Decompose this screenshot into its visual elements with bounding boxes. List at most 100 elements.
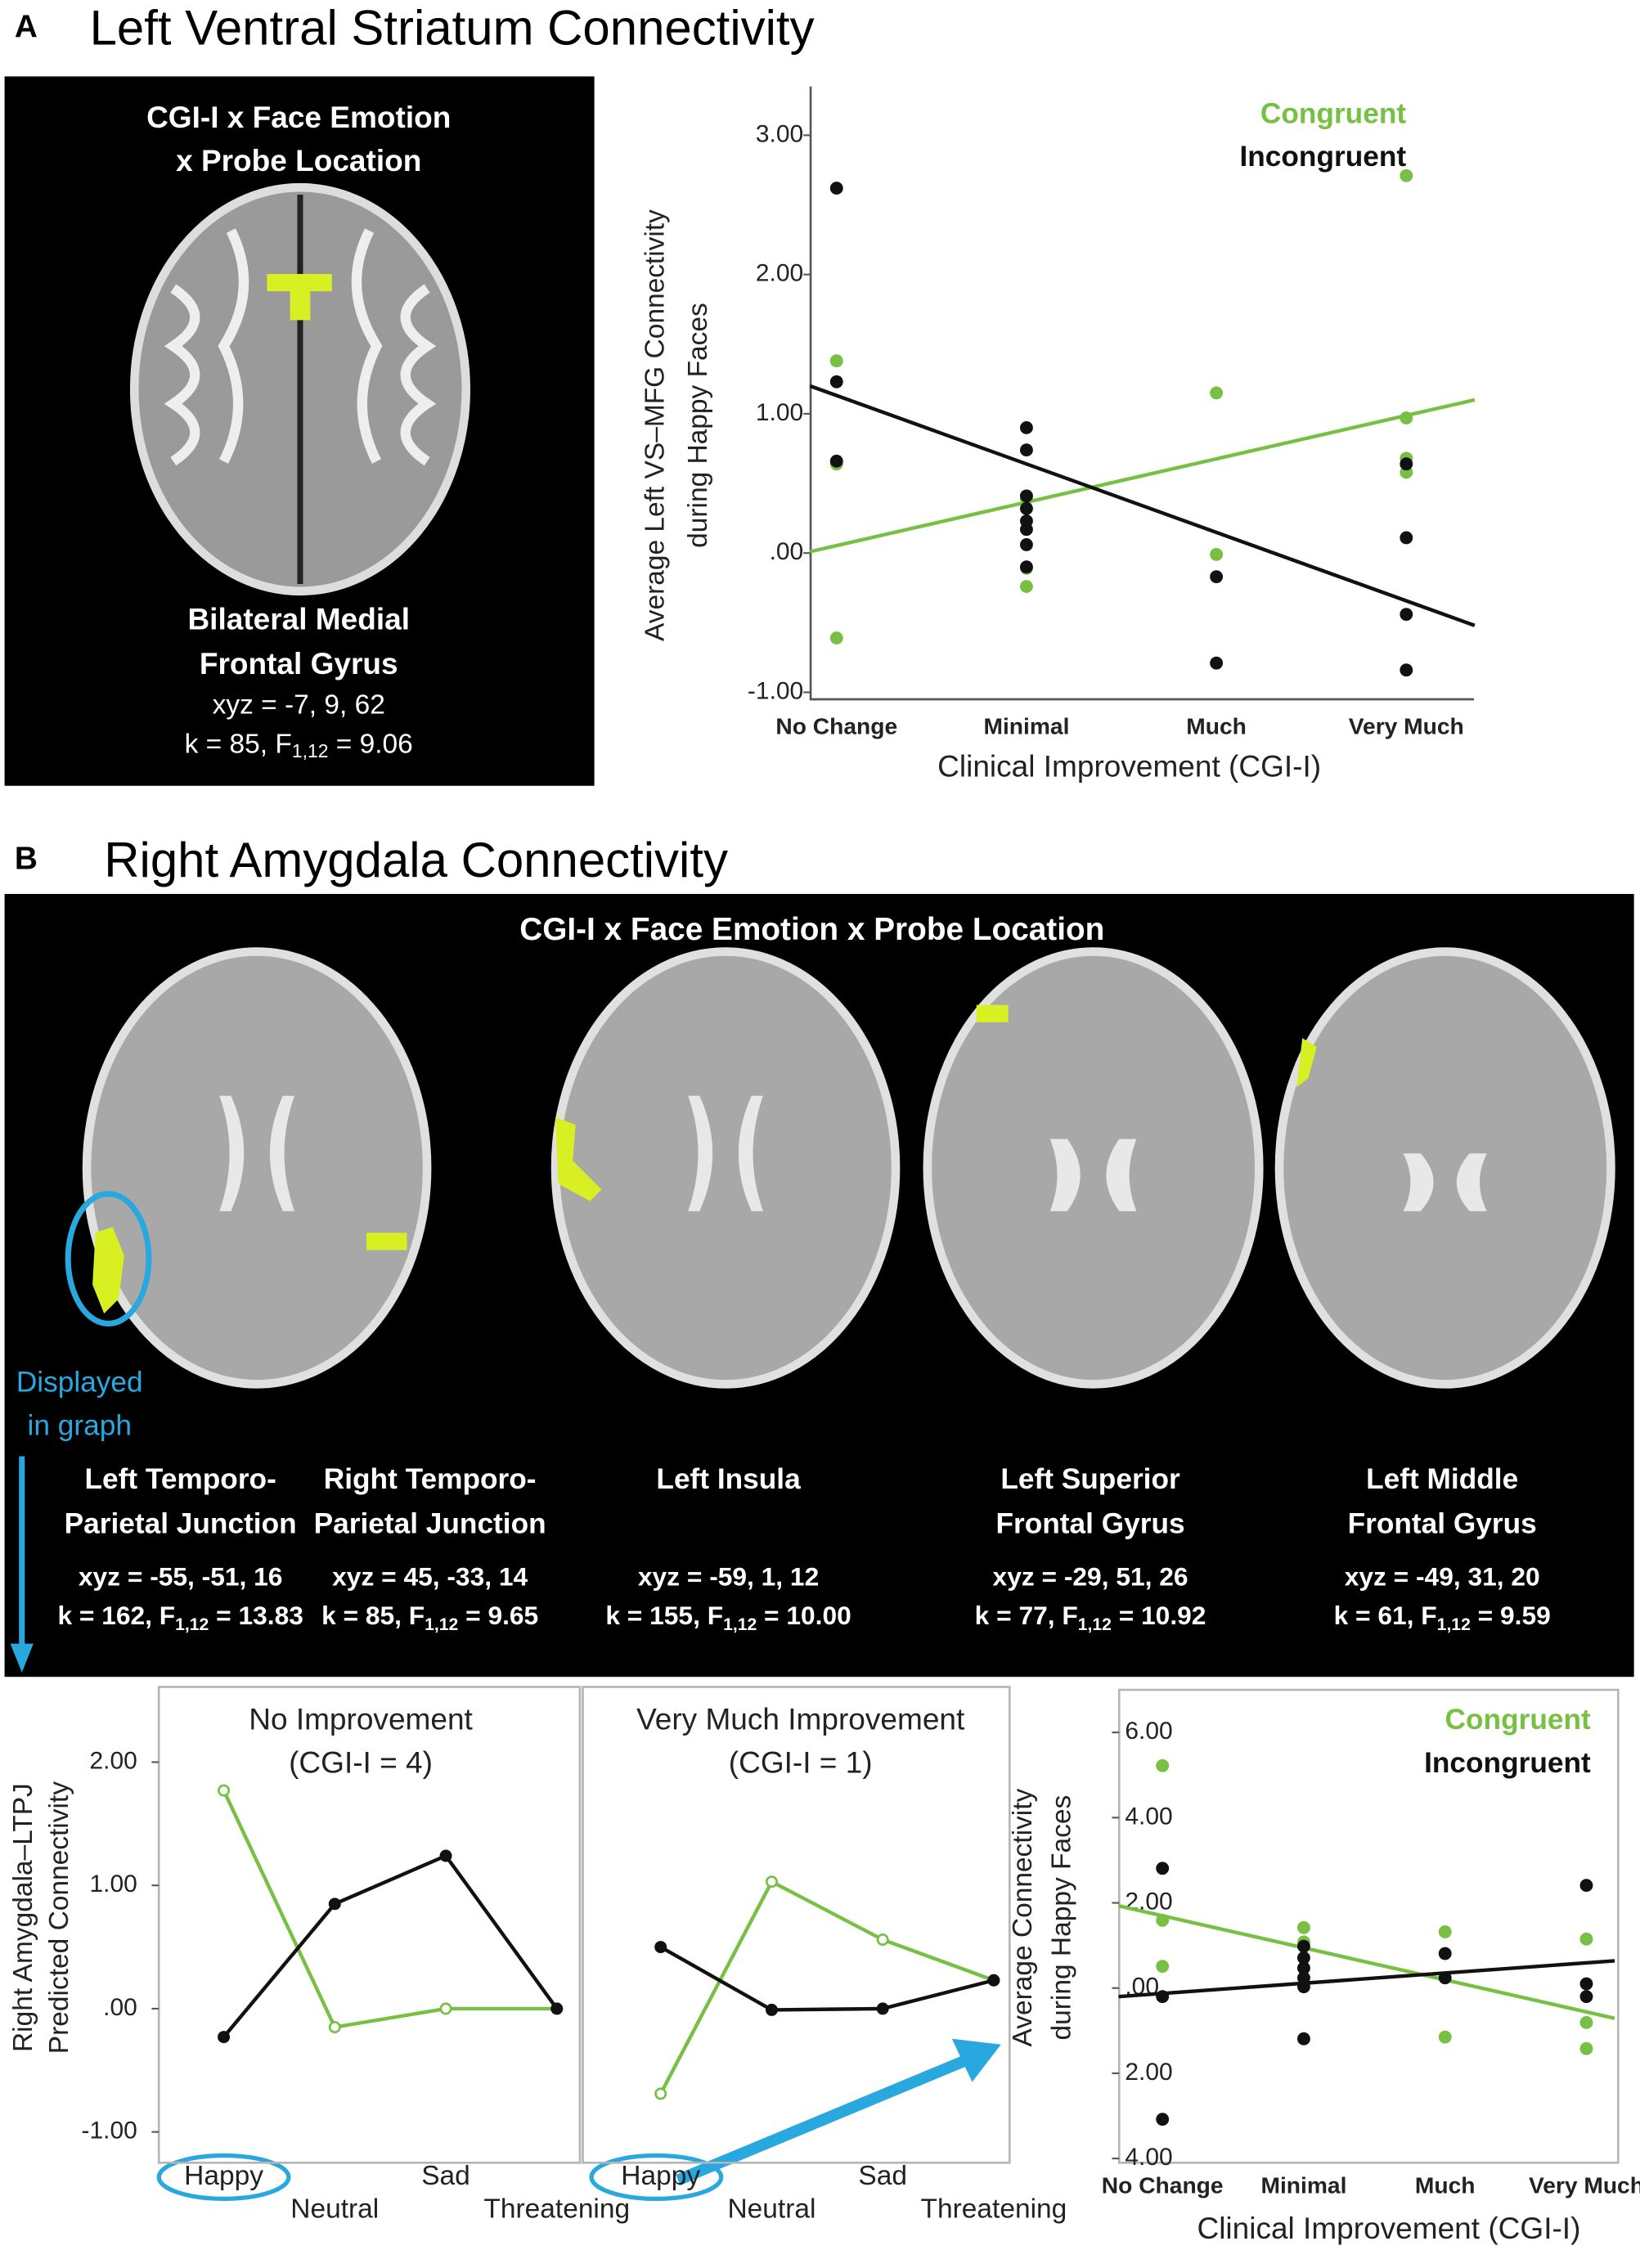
fit-line <box>1118 1959 1615 1999</box>
brain-slices <box>82 947 1615 1389</box>
scatter-point <box>1400 457 1413 471</box>
arrow-head <box>951 2038 1001 2082</box>
highlight-circle <box>589 2153 724 2202</box>
y-axis-title: Predicted Connectivity <box>44 1781 74 2054</box>
y-tick-label: .00 <box>103 1994 137 2021</box>
x-tick-label: Much <box>1186 713 1247 739</box>
region-name: Parietal Junction <box>65 1507 297 1539</box>
x-tick-label: Very Much <box>1529 2172 1640 2198</box>
stat-prefix: k = 61, F <box>1334 1601 1437 1630</box>
x-tick-label: Sad <box>858 2161 907 2191</box>
legend-entry: Incongruent <box>1424 1747 1591 1779</box>
y-tick-label: 6.00 <box>1125 1718 1172 1745</box>
scatter-point <box>1438 2030 1452 2044</box>
scatter-point <box>1297 2032 1310 2046</box>
plot-frame <box>1117 1688 1620 2164</box>
line-point <box>654 1941 667 1954</box>
scatter-point <box>1020 501 1033 515</box>
scatter-point <box>1156 1758 1170 1772</box>
region-name: Left Middle <box>1366 1463 1518 1495</box>
region-stat: k = 85, F1,12 = 9.65 <box>321 1601 538 1633</box>
series-line <box>659 1945 995 2012</box>
stat-prefix: k = 155, F <box>605 1601 723 1630</box>
panel-title: Right Amygdala Connectivity <box>104 833 728 887</box>
legend-entry: Congruent <box>1445 1704 1591 1736</box>
line-point <box>439 1849 452 1862</box>
x-tick-label: Very Much <box>1349 713 1464 739</box>
region-name: Right Temporo- <box>324 1463 537 1495</box>
scatter-point <box>1438 1925 1452 1938</box>
scatter-point <box>1210 570 1224 584</box>
stat-prefix: k = 85, F <box>321 1601 425 1630</box>
region-stat: k = 85, F1,12 = 9.06 <box>185 729 413 761</box>
x-tick-label: Neutral <box>727 2194 816 2224</box>
x-tick-label: Sad <box>421 2161 470 2191</box>
line-point <box>328 1897 341 1911</box>
line-point <box>765 2003 778 2016</box>
region-name: Bilateral Medial <box>187 602 410 636</box>
note: in graph <box>28 1410 132 1442</box>
region-stat: k = 155, F1,12 = 10.00 <box>605 1601 851 1633</box>
x-tick-label: Minimal <box>983 713 1069 739</box>
y-axis-title: during Happy Faces <box>1046 1795 1076 2041</box>
scatter-point <box>1020 421 1033 434</box>
scatter-point <box>1297 1951 1310 1965</box>
scatter-point <box>1400 608 1413 622</box>
panel-label: A <box>15 10 38 45</box>
brain-structures <box>219 1095 1487 1211</box>
line-point <box>328 2021 341 2034</box>
region-xyz: xyz = -7, 9, 62 <box>213 690 385 721</box>
series-line <box>222 1853 559 2038</box>
scatter-point <box>1579 1879 1593 1893</box>
line-point <box>439 2002 452 2015</box>
x-tick-label: Happy <box>621 2161 700 2191</box>
line-point <box>654 2087 667 2100</box>
x-tick-label: No Change <box>1102 2172 1224 2198</box>
region-name: Left Temporo- <box>85 1463 276 1495</box>
image-title: x Probe Location <box>176 143 421 177</box>
scatter-point <box>1579 1977 1593 1991</box>
y-axis-title: during Happy Faces <box>683 303 713 548</box>
highlight-circle <box>65 1191 152 1327</box>
y-tick-label: 2.00 <box>1125 2059 1172 2086</box>
line-point <box>765 1875 778 1889</box>
chart-title: (CGI-I = 4) <box>289 1745 433 1780</box>
y-axis-title: Average Connectivity <box>1008 1788 1038 2046</box>
region-name: Parietal Junction <box>314 1507 546 1539</box>
region-stat: k = 61, F1,12 = 9.59 <box>1334 1601 1551 1633</box>
scatter-point <box>1297 1920 1310 1934</box>
region-name: Frontal Gyrus <box>200 646 398 680</box>
legend-entry: Congruent <box>1260 97 1406 129</box>
x-tick-label: Minimal <box>1260 2172 1346 2198</box>
scatter-point <box>1020 443 1033 457</box>
chart-title: No Improvement <box>249 1702 473 1736</box>
y-tick-label: 1.00 <box>756 399 803 426</box>
x-tick-label: Much <box>1415 2172 1476 2198</box>
scatter-point <box>1020 538 1033 551</box>
x-tick-label: Neutral <box>290 2194 379 2224</box>
legend-entry: Incongruent <box>1239 141 1406 173</box>
region-stat: k = 77, F1,12 = 10.92 <box>975 1601 1206 1633</box>
arrow-head <box>10 1643 34 1673</box>
image-title: CGI-I x Face Emotion x Probe Location <box>519 912 1104 947</box>
stat-prefix: k = 162, F <box>57 1601 175 1630</box>
scatter-point <box>1579 1932 1593 1946</box>
line-point <box>876 1933 889 1947</box>
line-point <box>550 2002 564 2015</box>
x-tick-label: Threatening <box>483 2194 630 2224</box>
stat-suffix: = 9.06 <box>328 729 412 759</box>
y-tick-label: 4.00 <box>1125 2144 1172 2171</box>
image-title: CGI-I x Face Emotion <box>146 100 451 134</box>
y-tick-label: .00 <box>770 538 804 565</box>
line-point <box>218 1784 231 1797</box>
y-axis-title: Right Amygdala–LTPJ <box>8 1783 38 2052</box>
line-point <box>987 1974 1000 1987</box>
y-axis-title: Average Left VS–MFG Connectivity <box>640 209 670 641</box>
x-tick-label: Threatening <box>921 2194 1067 2224</box>
region-name: Left Superior <box>1000 1463 1180 1495</box>
plot-frame <box>157 1686 582 2164</box>
stat-subscript: 1,12 <box>175 1615 209 1633</box>
scatter-point <box>1579 2041 1593 2055</box>
scatter-point <box>1579 2015 1593 2029</box>
